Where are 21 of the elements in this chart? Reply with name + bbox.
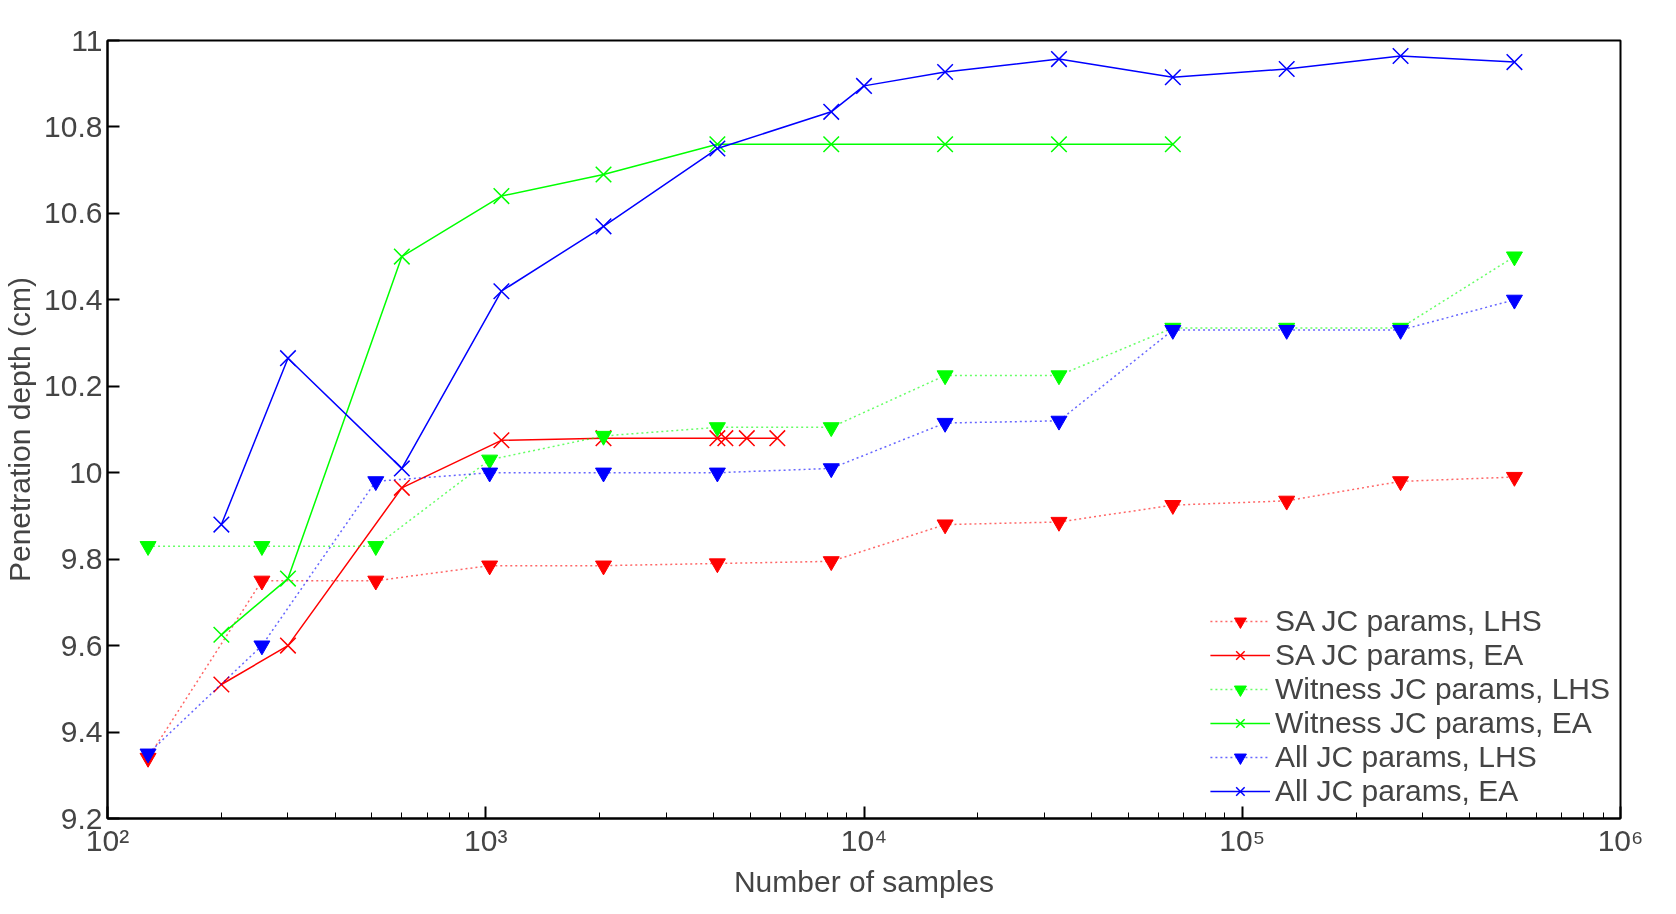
legend-label: SA JC params, EA <box>1274 638 1524 672</box>
y-tick-label: 9.8 <box>60 542 103 576</box>
y-axis-title: Penetration depth (cm) <box>3 276 37 583</box>
legend-label: Witness JC params, EA <box>1274 706 1592 740</box>
legend-label: All JC params, EA <box>1274 774 1519 808</box>
y-tick-label: 10.6 <box>44 196 103 230</box>
x-tick-label: 10³ <box>464 823 508 857</box>
legend-label: SA JC params, LHS <box>1274 604 1542 638</box>
y-tick-label: 10 <box>69 455 103 489</box>
legend-label: All JC params, LHS <box>1274 740 1537 774</box>
x-axis-title: Number of samples <box>733 864 995 898</box>
x-tick-label: 10⁵ <box>1219 823 1266 857</box>
y-tick-label: 10.2 <box>44 369 103 403</box>
x-tick-label: 10⁴ <box>840 823 888 857</box>
legend-label: Witness JC params, LHS <box>1274 672 1610 706</box>
x-tick-label: 10⁶ <box>1597 823 1644 857</box>
y-tick-label: 11 <box>71 23 103 57</box>
y-tick-label: 9.4 <box>60 715 103 749</box>
y-tick-label: 9.6 <box>60 628 103 662</box>
y-tick-label: 10.4 <box>44 282 103 316</box>
y-tick-label: 10.8 <box>44 109 103 143</box>
